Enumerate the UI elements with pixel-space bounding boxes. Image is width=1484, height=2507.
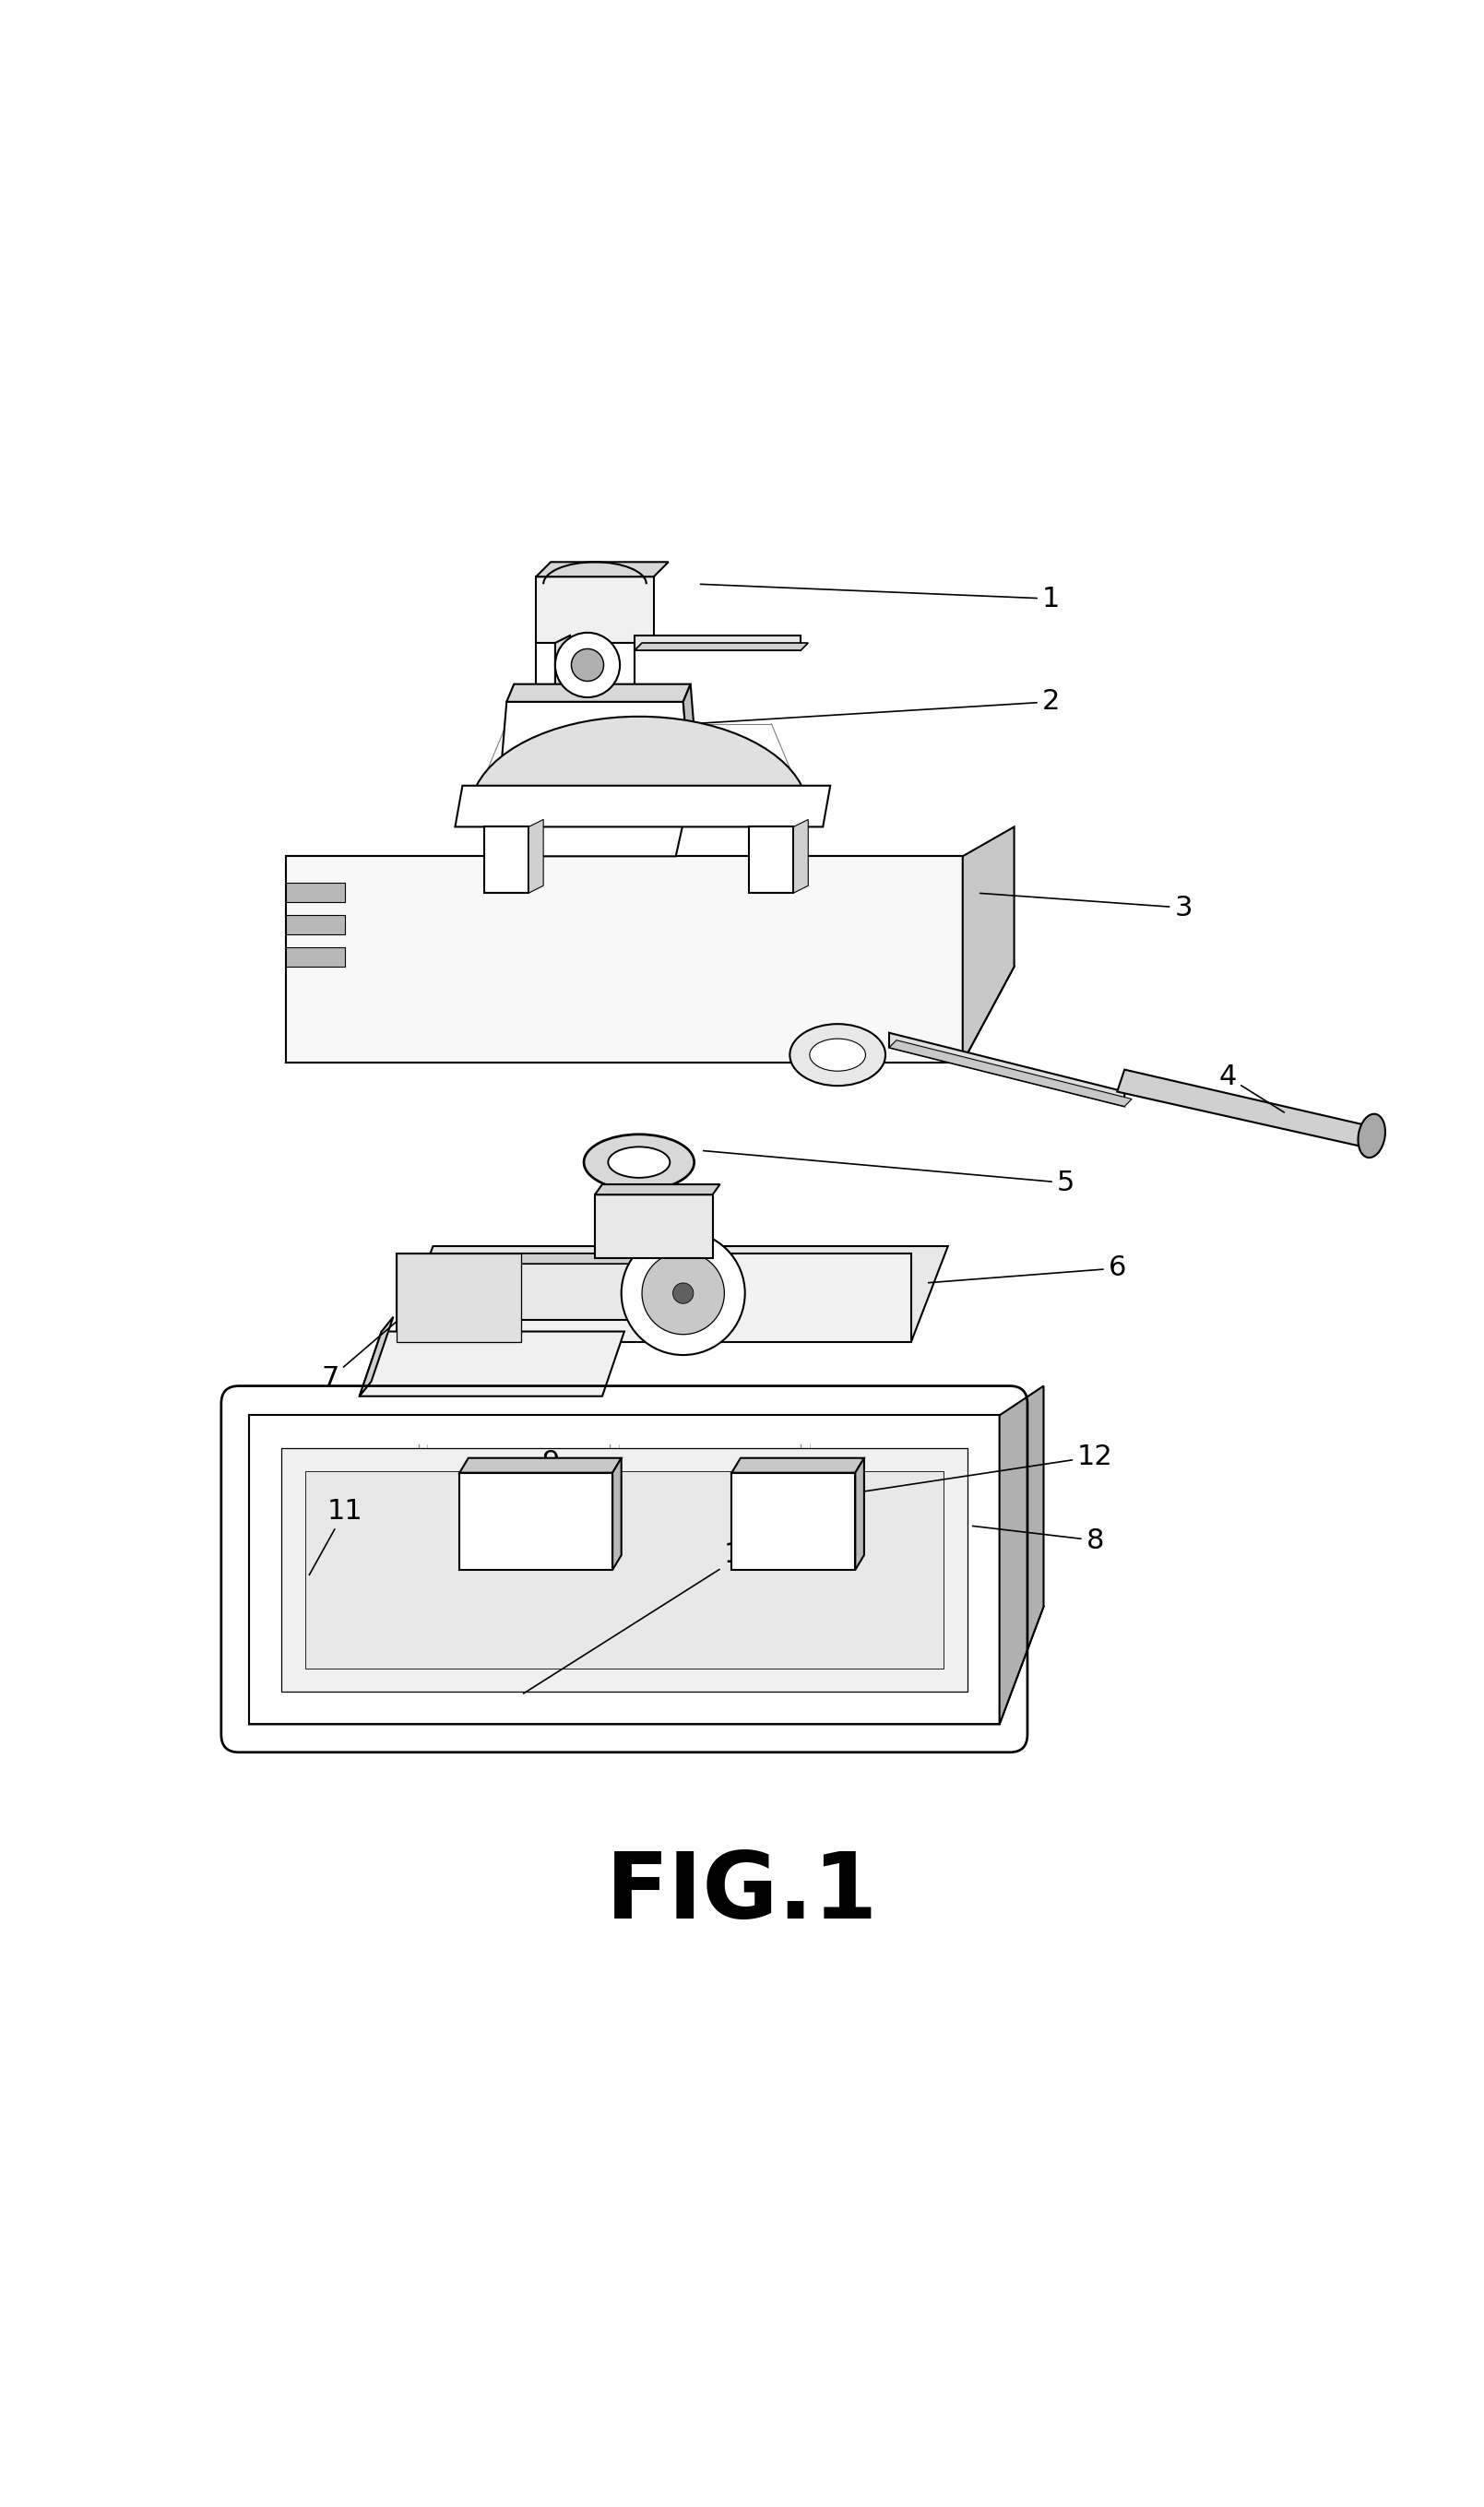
Circle shape (571, 649, 604, 682)
Polygon shape (635, 642, 809, 649)
Polygon shape (506, 684, 690, 702)
Circle shape (622, 1231, 745, 1354)
Text: 3: 3 (979, 892, 1192, 920)
Polygon shape (359, 1331, 625, 1396)
Ellipse shape (789, 1023, 886, 1086)
Polygon shape (478, 1264, 660, 1319)
Polygon shape (595, 1183, 720, 1196)
Text: 8: 8 (972, 1527, 1104, 1554)
Text: 7: 7 (321, 1291, 432, 1391)
Polygon shape (555, 637, 570, 725)
Circle shape (555, 632, 620, 697)
Polygon shape (282, 1447, 968, 1692)
Text: 10: 10 (524, 1542, 760, 1695)
Polygon shape (610, 642, 635, 725)
Polygon shape (855, 1459, 864, 1569)
Polygon shape (470, 717, 809, 812)
Polygon shape (1117, 1070, 1367, 1146)
Circle shape (672, 1284, 693, 1304)
Polygon shape (749, 827, 794, 892)
Text: 2: 2 (693, 689, 1060, 725)
Polygon shape (536, 562, 668, 577)
Polygon shape (889, 1040, 1132, 1106)
Polygon shape (456, 785, 830, 827)
Text: FIG.1: FIG.1 (605, 1848, 879, 1938)
Polygon shape (286, 968, 1014, 1063)
Polygon shape (732, 1459, 864, 1472)
Polygon shape (286, 882, 344, 903)
Polygon shape (485, 827, 528, 892)
Text: 6: 6 (929, 1256, 1126, 1284)
Polygon shape (460, 1472, 613, 1569)
Polygon shape (460, 1459, 622, 1472)
Polygon shape (396, 1254, 911, 1341)
Ellipse shape (608, 1146, 669, 1178)
Ellipse shape (810, 1038, 865, 1070)
Polygon shape (528, 820, 543, 892)
Polygon shape (635, 637, 801, 649)
Polygon shape (794, 820, 809, 892)
Text: 4: 4 (1218, 1063, 1284, 1113)
Polygon shape (963, 827, 1014, 1063)
Text: 5: 5 (703, 1151, 1074, 1196)
Ellipse shape (583, 1133, 695, 1191)
Polygon shape (286, 857, 963, 1063)
Polygon shape (732, 1472, 855, 1569)
Polygon shape (536, 577, 654, 642)
Text: 1: 1 (700, 584, 1060, 612)
Polygon shape (249, 1416, 999, 1725)
Polygon shape (999, 1386, 1043, 1725)
Ellipse shape (1358, 1113, 1385, 1158)
Text: 12: 12 (864, 1444, 1113, 1492)
Text: 9: 9 (542, 1449, 559, 1477)
Polygon shape (499, 702, 690, 790)
Text: 11: 11 (309, 1497, 362, 1574)
Polygon shape (306, 1472, 944, 1667)
Polygon shape (613, 1459, 622, 1569)
Polygon shape (396, 1254, 521, 1341)
Polygon shape (595, 1196, 712, 1259)
Polygon shape (249, 1607, 1043, 1725)
Polygon shape (683, 684, 697, 790)
Polygon shape (478, 1254, 668, 1264)
Polygon shape (536, 642, 555, 725)
Circle shape (643, 1251, 724, 1334)
Polygon shape (499, 790, 690, 857)
Polygon shape (286, 915, 344, 935)
Polygon shape (286, 948, 344, 968)
Polygon shape (396, 1246, 948, 1341)
Polygon shape (889, 1033, 1125, 1106)
Polygon shape (359, 1316, 393, 1396)
